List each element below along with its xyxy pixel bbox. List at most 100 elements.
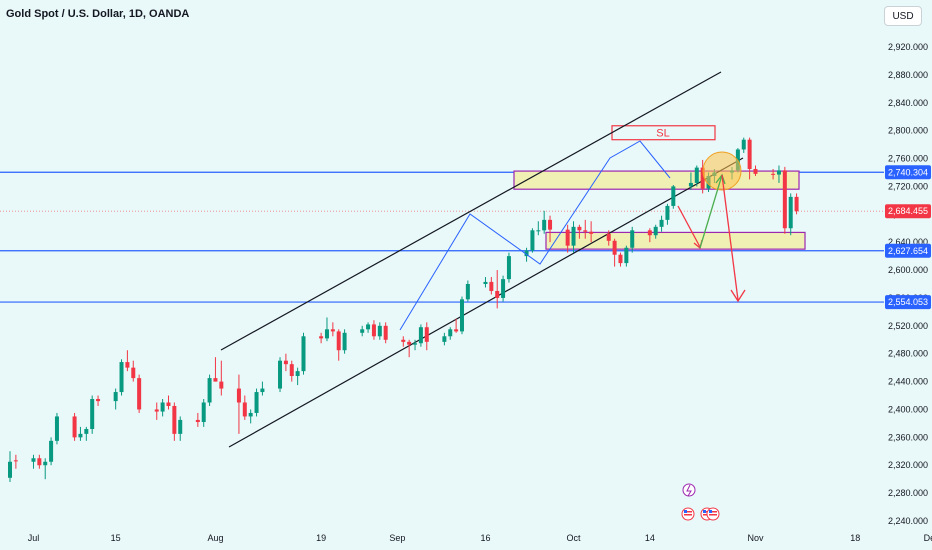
- event-markers[interactable]: [681, 483, 720, 521]
- candle-body: [377, 325, 382, 337]
- candle: [465, 280, 470, 302]
- candle-body: [278, 360, 283, 389]
- time-tick-label: 14: [645, 533, 655, 543]
- candle: [776, 165, 781, 183]
- candle: [43, 458, 48, 480]
- price-tick-label: 2,840.000: [888, 98, 928, 108]
- chart-title: Gold Spot / U.S. Dollar, 1D, OANDA: [6, 8, 190, 20]
- price-tick-label: 2,800.000: [888, 126, 928, 136]
- candle-body: [694, 167, 699, 183]
- candle: [583, 219, 588, 239]
- currency-button[interactable]: USD: [884, 6, 922, 26]
- time-tick-label: 18: [850, 533, 860, 543]
- candle: [90, 395, 95, 434]
- candle-body: [489, 281, 494, 291]
- pattern-lines: [399, 140, 671, 331]
- candle-body: [31, 458, 36, 462]
- time-tick-label: Dec: [924, 533, 932, 543]
- price-tick-label: 2,600.000: [888, 265, 928, 275]
- us-flag-icon[interactable]: [706, 507, 720, 521]
- candle: [360, 325, 365, 337]
- candle-body: [72, 416, 77, 438]
- lightning-icon[interactable]: [682, 483, 696, 497]
- arrow-down-short: [677, 205, 701, 248]
- candle-body: [49, 440, 54, 462]
- candle-body: [336, 331, 341, 351]
- candle: [454, 318, 459, 333]
- candle: [483, 277, 488, 288]
- time-axis[interactable]: Jul15Aug19Sep16Oct14Nov18Dec16: [28, 533, 932, 543]
- candle: [178, 416, 183, 441]
- candle: [794, 193, 799, 215]
- price-tick-label: 2,880.000: [888, 70, 928, 80]
- candle: [248, 409, 253, 424]
- candle-body: [407, 341, 412, 345]
- candle-body: [119, 362, 124, 393]
- candle-body: [401, 339, 406, 342]
- candle-body: [659, 219, 664, 227]
- candle-body: [542, 219, 547, 231]
- candle: [283, 353, 288, 372]
- candle-body: [647, 230, 652, 236]
- candle-body: [96, 399, 101, 402]
- candle-body: [125, 362, 130, 368]
- price-axis[interactable]: 2,240.000 2,280.000 2,320.000 2,360.000 2,40…: [884, 0, 932, 550]
- candle: [624, 245, 629, 267]
- candle: [424, 322, 429, 351]
- price-tick-label: 2,520.000: [888, 321, 928, 331]
- time-tick-label: 19: [316, 533, 326, 543]
- candle-body: [465, 284, 470, 300]
- ascending-channel: [220, 71, 744, 448]
- candle-body: [630, 230, 635, 248]
- price-tags: 2,740.304 2,684.455 2,627.654 2,554.053: [885, 165, 931, 310]
- candle-body: [371, 324, 376, 337]
- candle-body: [242, 402, 247, 417]
- price-axis-bg: [884, 0, 932, 550]
- candle: [154, 402, 159, 420]
- price-tick-label: 2,280.000: [888, 488, 928, 498]
- candle: [782, 166, 787, 234]
- time-tick-label: Aug: [207, 533, 223, 543]
- candle-body: [571, 226, 576, 246]
- price-tag: 2,554.053: [885, 295, 931, 310]
- candle-body: [366, 324, 371, 330]
- candle: [383, 322, 388, 344]
- candle: [201, 399, 206, 427]
- candle: [137, 374, 142, 413]
- time-tick-label: Sep: [389, 533, 405, 543]
- candle-body: [530, 230, 535, 251]
- candle-body: [154, 409, 159, 412]
- candle-body: [301, 336, 306, 372]
- candle: [647, 228, 652, 243]
- candle-body: [794, 196, 799, 212]
- price-tag: 2,740.304: [885, 165, 931, 180]
- candle: [324, 317, 329, 342]
- candle-body: [260, 388, 265, 393]
- candle-body: [160, 402, 165, 412]
- price-tag-label: 2,740.304: [888, 167, 928, 177]
- us-flag-icon[interactable]: [681, 507, 695, 521]
- candle-body: [483, 281, 488, 284]
- candle-body: [589, 231, 594, 234]
- candle-body: [131, 367, 136, 379]
- candle-body: [624, 247, 629, 264]
- candle-body: [207, 378, 212, 403]
- candle: [530, 228, 535, 253]
- candle: [401, 336, 406, 347]
- candle-body: [172, 405, 177, 434]
- candle: [448, 327, 453, 340]
- candle-body: [665, 205, 670, 220]
- candle-body: [612, 240, 617, 255]
- zones: SL: [513, 125, 806, 250]
- candle: [295, 367, 300, 386]
- candle: [366, 322, 371, 333]
- candle: [78, 426, 83, 441]
- candle: [319, 332, 324, 344]
- candle-body: [506, 256, 511, 280]
- candle-body: [618, 254, 623, 264]
- candle-body: [700, 167, 705, 189]
- candle: [495, 270, 500, 309]
- channel-lower-line: [228, 157, 744, 448]
- price-tick-label: 2,400.000: [888, 404, 928, 414]
